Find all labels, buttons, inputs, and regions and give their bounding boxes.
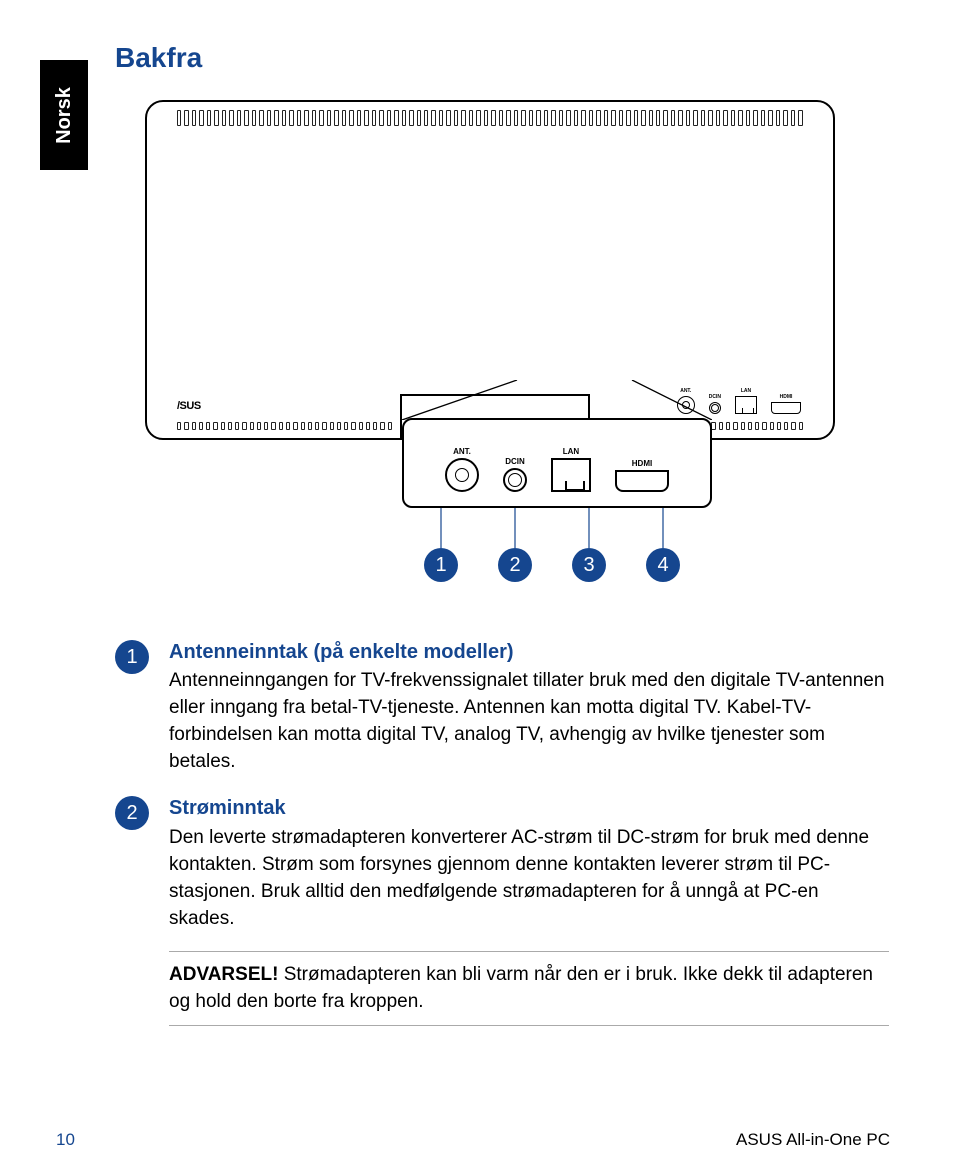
monitor-outline: /SUS ANT. DCIN LAN HDMI [145, 100, 835, 440]
item-body-text: Antenneinngangen for TV-frekvenssignalet… [169, 668, 889, 776]
callout-lines [424, 508, 704, 548]
callout-1: 1 [424, 548, 458, 582]
book-title: ASUS All-in-One PC [736, 1130, 890, 1150]
dcin-port-icon [709, 402, 721, 414]
callout-3: 3 [572, 548, 606, 582]
callout-badges: 1 2 3 4 [424, 548, 680, 582]
lan-port-icon [735, 396, 757, 414]
page-footer: 10 ASUS All-in-One PC [0, 1130, 960, 1150]
page-number: 10 [56, 1130, 75, 1150]
dcin-port-icon [503, 468, 527, 492]
ports-zoom-panel: ANT. DCIN LAN HDMI [402, 418, 712, 508]
item-badge-1: 1 [115, 640, 149, 674]
ports-small: ANT. DCIN LAN HDMI [677, 388, 801, 414]
callout-4: 4 [646, 548, 680, 582]
item-title: Antenneinntak (på enkelte modeller) [169, 638, 889, 666]
item-title: Strøminntak [169, 794, 889, 822]
page-title: Bakfra [115, 42, 202, 74]
language-tab: Norsk [40, 60, 88, 170]
list-item: 1 Antenneinntak (på enkelte modeller) An… [115, 638, 889, 776]
description-list: 1 Antenneinntak (på enkelte modeller) An… [115, 638, 889, 1026]
rear-view-diagram: /SUS ANT. DCIN LAN HDMI [145, 100, 835, 440]
item-badge-2: 2 [115, 796, 149, 830]
antenna-port-icon [445, 458, 479, 492]
hdmi-port-icon [615, 470, 669, 492]
hdmi-port-icon [771, 402, 801, 414]
list-item: 2 Strøminntak Den leverte strømadapteren… [115, 794, 889, 932]
warning-box: ADVARSEL! Strømadapteren kan bli varm nå… [169, 951, 889, 1027]
lan-port-icon [551, 458, 591, 492]
warning-label: ADVARSEL! [169, 964, 278, 985]
item-body-text: Den leverte strømadapteren konverterer A… [169, 825, 889, 933]
antenna-port-icon [677, 396, 695, 414]
vents-top [177, 110, 803, 126]
callout-2: 2 [498, 548, 532, 582]
brand-logo: /SUS [177, 400, 201, 412]
